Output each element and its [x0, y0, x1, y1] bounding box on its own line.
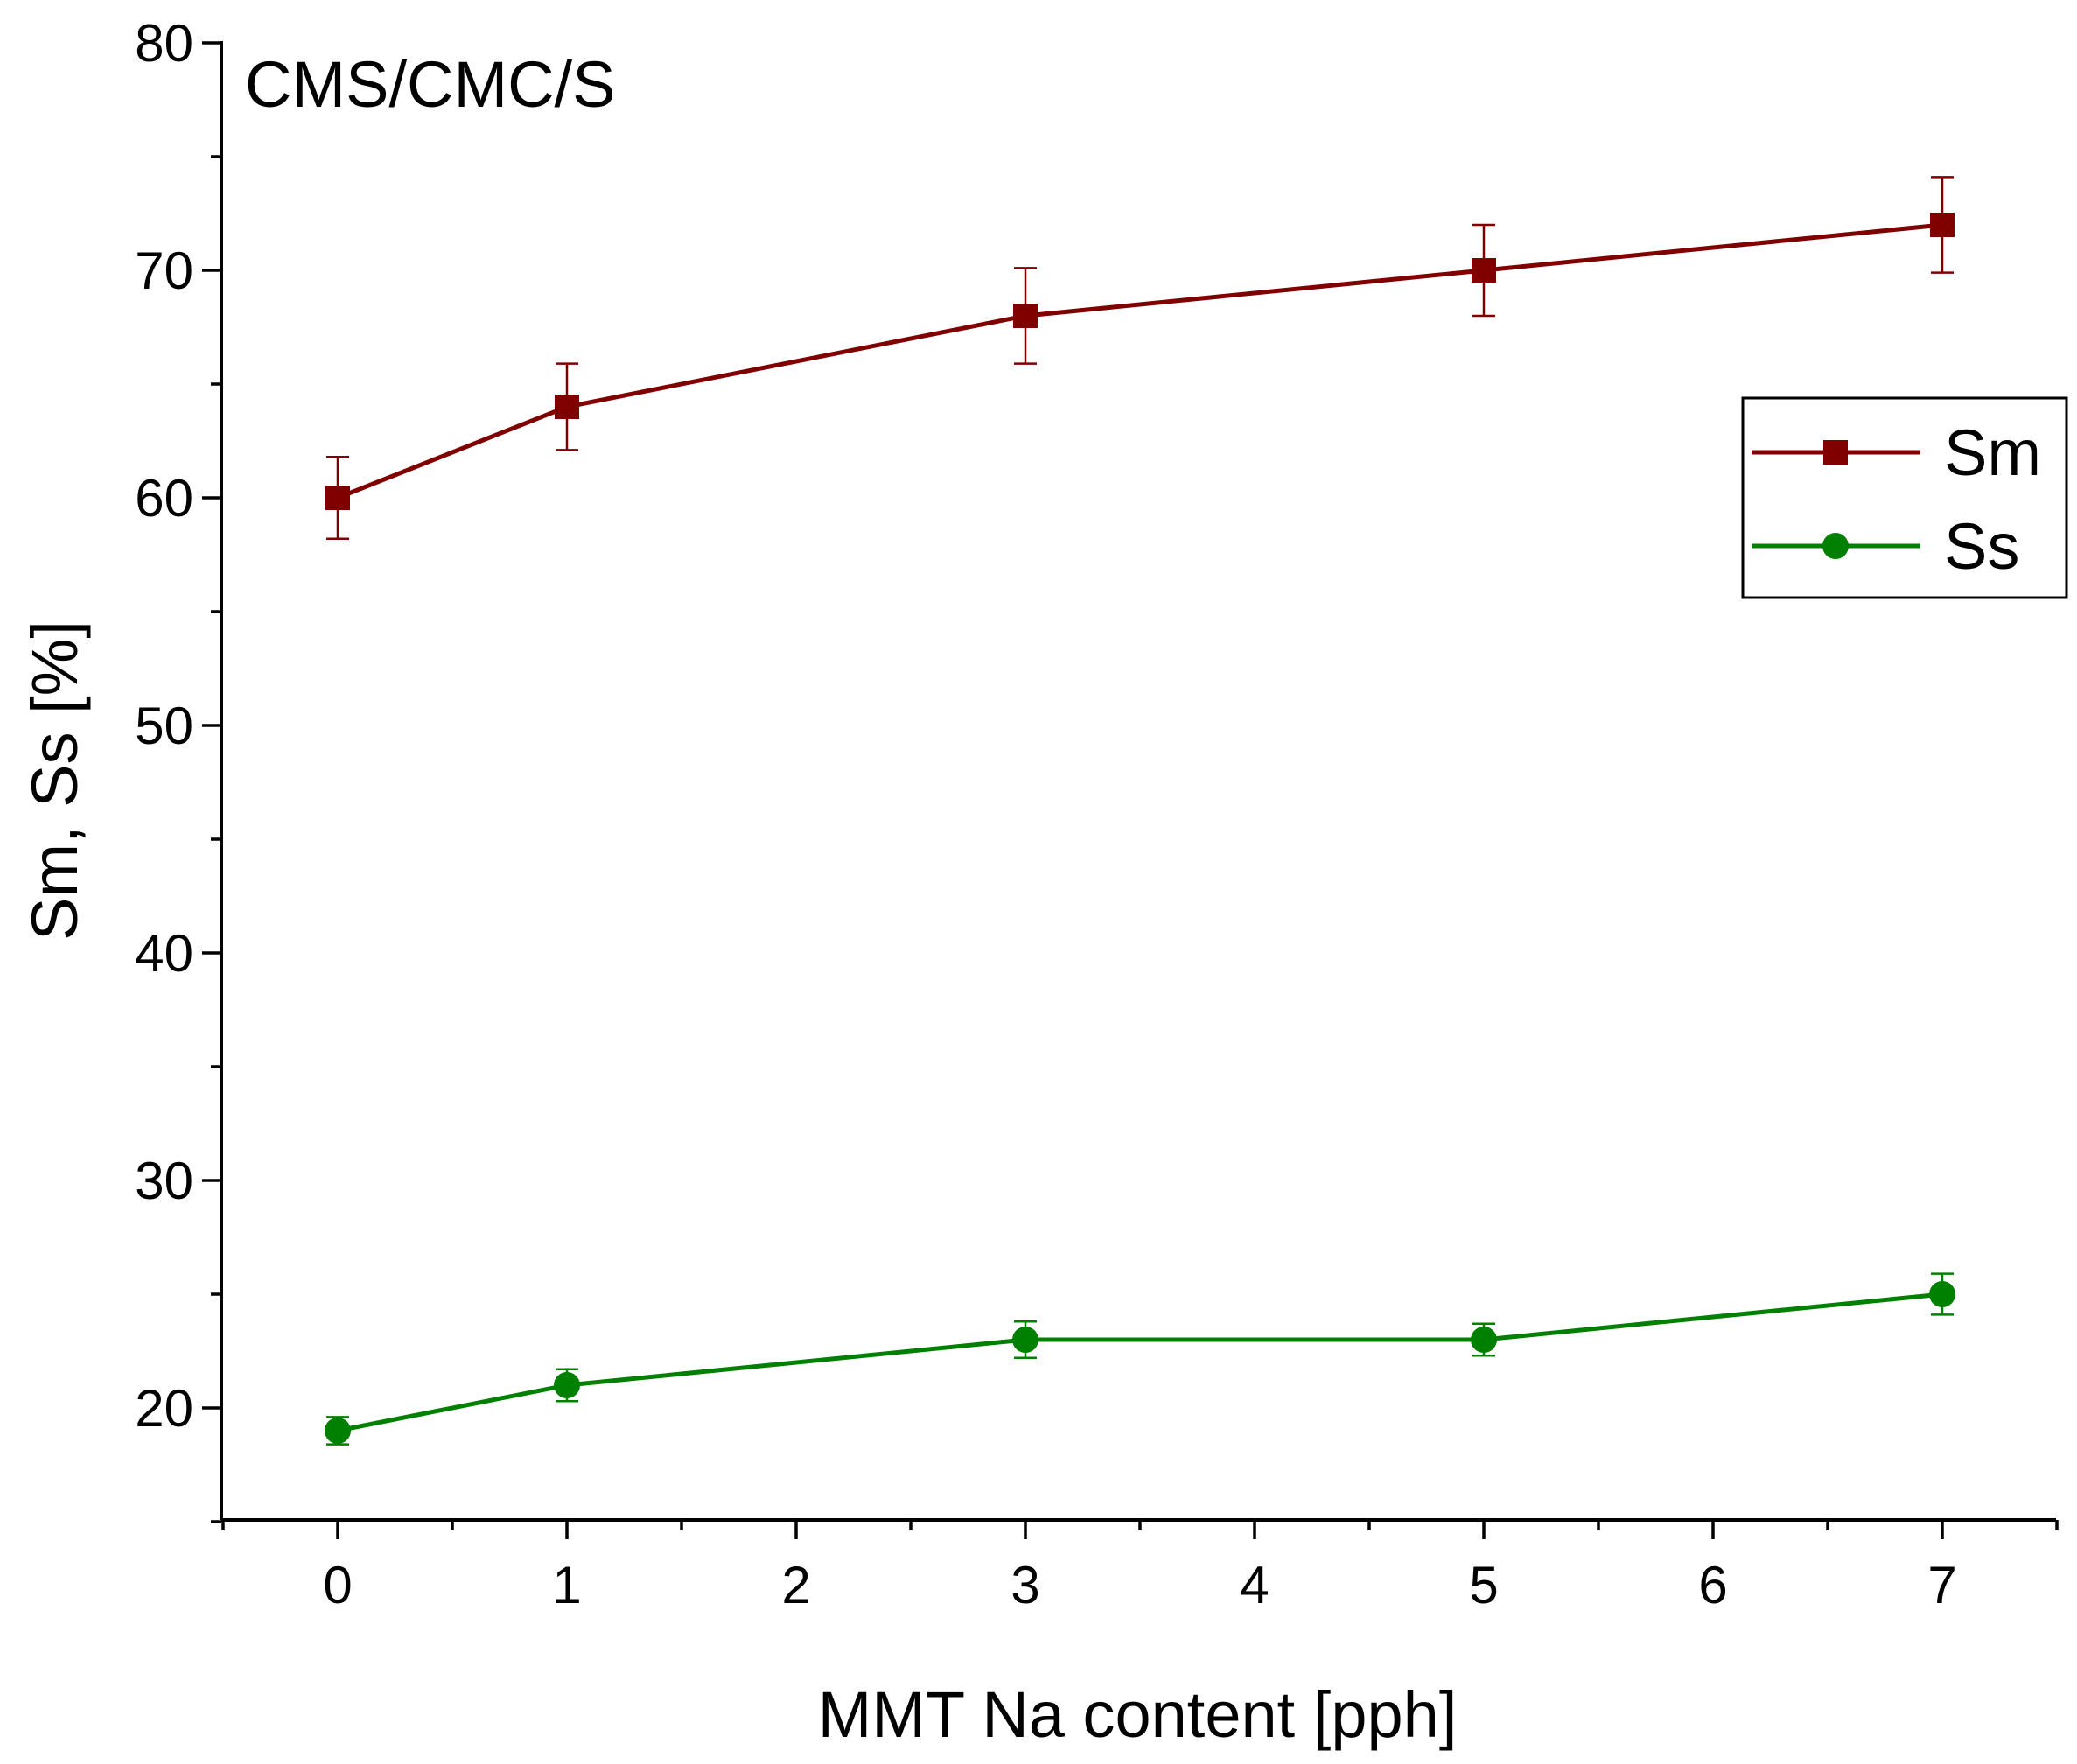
data-point-sm [325, 486, 350, 510]
y-ticks: 20 30 40 50 60 70 80 [135, 14, 221, 1523]
x-tick-label: 4 [1240, 1556, 1269, 1614]
y-axis-title: Sm, Ss [%] [18, 620, 91, 941]
y-tick-label: 70 [135, 242, 193, 300]
x-axis-title: MMT Na content [pph] [818, 1678, 1458, 1751]
y-tick-label: 60 [135, 469, 193, 528]
series-sm [325, 176, 1955, 541]
series-line-sm [337, 222, 1943, 500]
y-tick-label: 80 [135, 14, 193, 73]
legend-box [1741, 396, 2068, 599]
data-point-sm [1930, 213, 1955, 237]
series-layer [325, 176, 1955, 1446]
legend-marker-ss [1822, 533, 1849, 559]
series-ss [325, 1272, 1955, 1446]
legend-items: Sm Ss [1752, 416, 2041, 583]
data-point-ss [1012, 1326, 1038, 1353]
y-tick-label: 50 [135, 696, 193, 755]
data-point-sm [555, 395, 579, 419]
data-point-sm [1013, 304, 1038, 328]
x-tick-label: 7 [1927, 1556, 1956, 1614]
data-point-ss [1471, 1326, 1497, 1353]
legend-marker-sm [1823, 440, 1848, 465]
x-tick-label: 3 [1011, 1556, 1039, 1614]
data-point-ss [325, 1418, 351, 1444]
y-tick-label: 40 [135, 924, 193, 983]
data-point-ss [554, 1372, 580, 1398]
chart-annotation: CMS/CMC/S [245, 48, 615, 121]
x-tick-label: 2 [781, 1556, 810, 1614]
y-tick-label: 20 [135, 1379, 193, 1438]
plot-area: 0 1 2 3 4 5 6 7 20 30 40 50 60 70 80 [135, 14, 2059, 1614]
x-tick-label: 0 [323, 1556, 352, 1614]
series-line-ss [337, 1292, 1943, 1433]
y-tick-label: 30 [135, 1152, 193, 1210]
data-point-ss [1929, 1281, 1955, 1307]
legend-label-sm: Sm [1944, 416, 2041, 489]
x-tick-label: 1 [552, 1556, 581, 1614]
legend-label-ss: Ss [1944, 510, 2019, 583]
x-tick-label: 5 [1469, 1556, 1498, 1614]
x-ticks: 0 1 2 3 4 5 6 7 [221, 1520, 2059, 1614]
x-tick-label: 6 [1698, 1556, 1727, 1614]
data-point-sm [1472, 258, 1496, 283]
legend: Sm Ss [1741, 396, 2068, 599]
